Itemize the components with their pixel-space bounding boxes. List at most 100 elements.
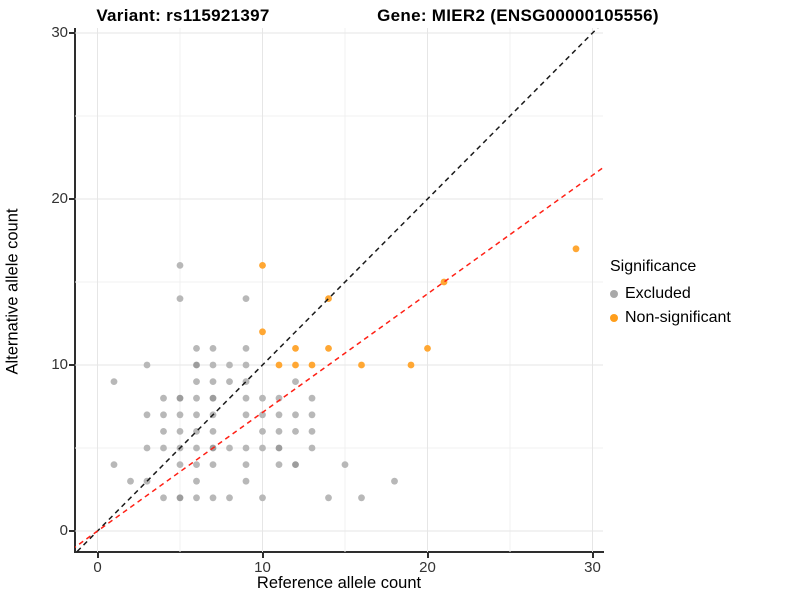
data-point-excluded — [292, 378, 299, 385]
data-point-excluded — [143, 361, 151, 369]
data-point-excluded — [275, 411, 283, 419]
data-point-excluded — [259, 394, 266, 402]
data-point-excluded — [176, 394, 184, 402]
data-point-excluded — [160, 428, 167, 435]
data-point-excluded — [226, 444, 233, 452]
data-point-excluded — [259, 428, 266, 435]
data-point-non-significant — [259, 328, 266, 336]
plot-panel — [75, 28, 603, 552]
data-point-excluded — [226, 361, 233, 369]
data-point-excluded — [193, 411, 200, 419]
data-point-excluded — [143, 444, 151, 452]
data-point-excluded — [110, 378, 118, 385]
x-tick-mark — [591, 553, 594, 558]
data-point-excluded — [259, 411, 266, 419]
data-point-excluded — [193, 345, 200, 352]
data-point-excluded — [193, 361, 200, 369]
data-point-excluded — [209, 378, 217, 385]
legend-item-excluded: Excluded — [610, 282, 795, 306]
data-point-excluded — [127, 477, 134, 485]
data-point-excluded — [242, 361, 250, 369]
x-axis-line — [74, 551, 604, 553]
data-point-non-significant — [407, 361, 415, 369]
y-tick-label: 0 — [59, 522, 68, 539]
x-tick-label: 30 — [584, 559, 601, 576]
excluded-dot-icon — [610, 290, 618, 298]
data-point-non-significant — [572, 245, 580, 253]
data-point-excluded — [143, 411, 151, 419]
data-point-excluded — [193, 494, 200, 502]
y-tick-label: 30 — [51, 24, 68, 41]
data-point-excluded — [176, 428, 184, 435]
data-point-non-significant — [292, 345, 299, 352]
y-tick-mark — [69, 198, 74, 200]
data-point-excluded — [242, 461, 250, 468]
data-point-excluded — [209, 461, 217, 468]
data-point-non-significant — [308, 361, 316, 369]
y-tick-mark — [69, 364, 74, 366]
data-point-excluded — [160, 494, 167, 502]
legend-label-non-significant: Non-significant — [625, 309, 731, 326]
data-point-excluded — [209, 361, 217, 369]
data-point-excluded — [176, 262, 184, 269]
data-point-excluded — [160, 411, 167, 419]
y-tick-label: 10 — [51, 356, 68, 373]
data-point-excluded — [226, 494, 233, 502]
data-point-non-significant — [259, 262, 266, 269]
data-point-non-significant — [275, 361, 283, 369]
legend-label-excluded: Excluded — [625, 285, 691, 302]
legend-title: Significance — [610, 258, 697, 275]
data-point-excluded — [275, 428, 283, 435]
data-point-excluded — [160, 394, 167, 402]
data-point-excluded — [193, 477, 200, 485]
data-point-excluded — [193, 444, 200, 452]
data-point-excluded — [176, 295, 184, 302]
data-point-excluded — [242, 394, 250, 402]
data-point-excluded — [391, 477, 398, 485]
data-point-excluded — [259, 444, 266, 452]
data-point-excluded — [308, 428, 316, 435]
plot-canvas — [75, 28, 603, 552]
data-point-excluded — [292, 461, 299, 468]
data-point-excluded — [325, 494, 332, 502]
expected-ratio-line — [75, 166, 603, 549]
data-point-excluded — [160, 444, 167, 452]
data-point-excluded — [209, 394, 217, 402]
non-significant-dot-icon — [610, 314, 618, 322]
data-point-non-significant — [424, 345, 431, 352]
data-point-excluded — [193, 378, 200, 385]
data-point-excluded — [341, 461, 349, 468]
data-point-excluded — [176, 411, 184, 419]
x-tick-label: 20 — [419, 559, 436, 576]
data-point-excluded — [308, 394, 316, 402]
data-point-excluded — [275, 444, 283, 452]
data-point-excluded — [358, 494, 365, 502]
legend: Significance Excluded Non-significant — [610, 258, 795, 330]
data-point-excluded — [242, 345, 250, 352]
data-point-excluded — [308, 444, 316, 452]
identity-line — [75, 28, 599, 552]
data-point-excluded — [242, 444, 250, 452]
data-point-excluded — [193, 461, 200, 468]
plot-title-gene: Gene: MIER2 (ENSG00000105556) — [377, 6, 659, 25]
data-point-excluded — [176, 494, 184, 502]
data-point-excluded — [176, 461, 184, 468]
plot-title-variant: Variant: rs115921397 — [96, 6, 270, 25]
x-tick-label: 10 — [254, 559, 271, 576]
y-axis-title: Alternative allele count — [3, 208, 22, 375]
data-point-excluded — [292, 411, 299, 419]
data-point-excluded — [242, 295, 250, 302]
data-point-excluded — [209, 494, 217, 502]
y-tick-label: 20 — [51, 190, 68, 207]
x-tick-mark — [426, 553, 429, 558]
data-point-excluded — [292, 428, 299, 435]
data-point-excluded — [209, 428, 217, 435]
data-point-excluded — [193, 394, 200, 402]
x-axis-title: Reference allele count — [256, 574, 422, 592]
y-tick-mark — [69, 530, 74, 532]
y-tick-mark — [69, 32, 74, 34]
data-point-excluded — [110, 461, 118, 468]
data-point-excluded — [242, 411, 250, 419]
data-point-excluded — [308, 411, 316, 419]
